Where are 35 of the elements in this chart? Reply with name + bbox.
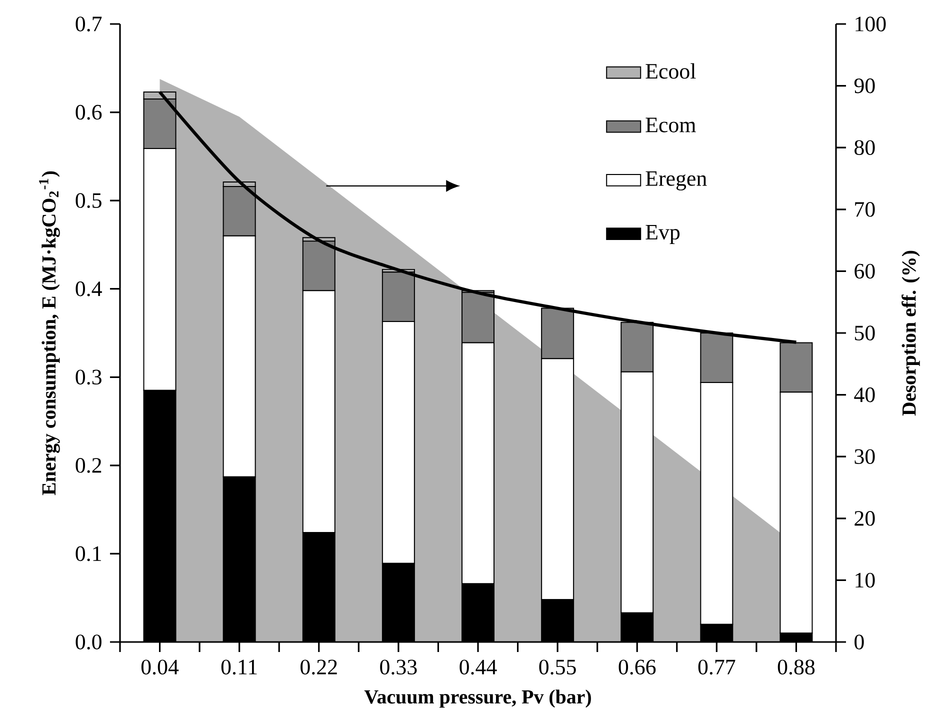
x-tick-label: 0.66 [618, 660, 656, 675]
legend-label: Eregen [646, 171, 707, 190]
legend-label: Ecom [646, 118, 696, 132]
y2-tick-label: 10 [856, 572, 875, 588]
x-axis-title: Vacuum pressure, Pv (bar) [364, 690, 591, 708]
x-tick-label: 0.11 [221, 660, 257, 675]
y2-tick-label: 90 [854, 78, 875, 94]
y-tick-label: 0.4 [76, 281, 102, 296]
y-axis-title: Energy consumption, E (MJ·kgCO$_{2}$$^{-1}$) [39, 171, 60, 496]
legend-label: Ecool [646, 63, 696, 79]
y-tick-label: 0.1 [76, 546, 101, 562]
y2-tick-label: 70 [855, 202, 875, 217]
x-tick-label: 0.22 [300, 660, 337, 675]
y-tick-label: 0.2 [76, 458, 102, 473]
x-tick-label: 0.77 [698, 660, 736, 675]
y2-tick-label: 80 [854, 140, 875, 155]
y-tick-label: 0.0 [76, 634, 102, 650]
y2-tick-label: 40 [854, 387, 875, 402]
y2-tick-label: 100 [856, 16, 886, 32]
y-tick-label: 0.6 [76, 104, 102, 120]
y2-tick-label: 30 [854, 449, 875, 464]
x-tick-label: 0.04 [141, 660, 179, 675]
y2-tick-label: 50 [854, 326, 875, 340]
x-tick-label: 0.44 [460, 660, 497, 675]
x-tick-label: 0.33 [380, 660, 417, 675]
y2-tick-label: 60 [854, 264, 875, 279]
y2-tick-label: 0 [854, 634, 864, 650]
y2-axis-title: Desorption eff. (%) [902, 250, 920, 416]
y2-tick-label: 20 [854, 511, 875, 526]
y-tick-label: 0.7 [76, 16, 102, 32]
x-tick-label: 0.55 [539, 660, 576, 675]
legend-label: Evp [646, 224, 680, 244]
x-tick-label: 0.88 [778, 660, 815, 675]
y-tick-label: 0.3 [76, 370, 102, 385]
y-tick-label: 0.5 [76, 193, 102, 208]
